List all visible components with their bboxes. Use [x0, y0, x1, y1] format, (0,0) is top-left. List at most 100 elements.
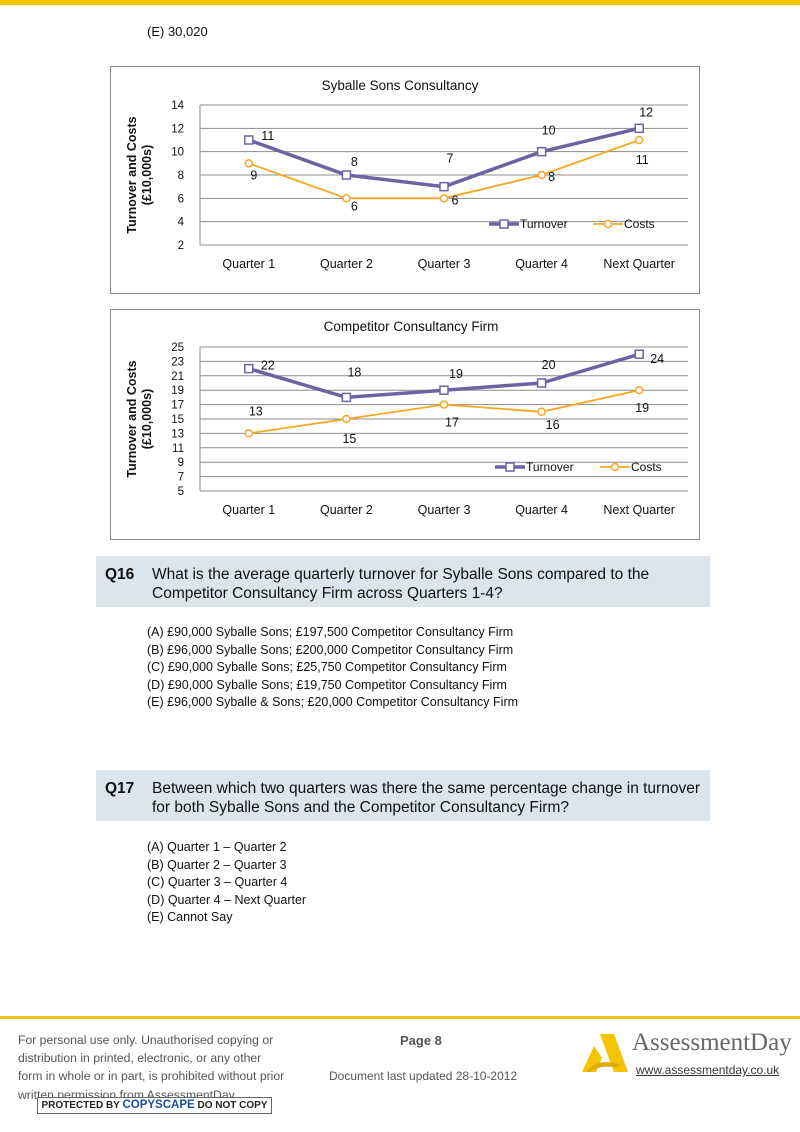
y-tick-label: 8 — [178, 170, 184, 182]
turnover-data-label: 24 — [650, 352, 664, 366]
costs-data-label: 13 — [249, 404, 263, 418]
costs-data-label: 6 — [452, 193, 459, 207]
y-axis-label: Turnover and Costs(£10,000s) — [125, 116, 154, 233]
costs-point — [537, 407, 546, 417]
answer-option[interactable]: (B) £96,000 Syballe Sons; £200,000 Compe… — [147, 642, 514, 657]
website-link[interactable]: www.assessmentday.co.uk — [636, 1063, 780, 1077]
legend-costs-label: Costs — [624, 217, 655, 231]
chart-syballe-sons: Syballe Sons Consultancy Turnover and Cos… — [110, 66, 700, 294]
costs-data-label: 17 — [445, 416, 459, 430]
legend-turnover-label: Turnover — [526, 460, 574, 474]
turnover-point — [536, 146, 547, 157]
y-tick-label: 10 — [171, 147, 184, 159]
y-tick-label: 9 — [178, 457, 184, 469]
y-tick-label: 14 — [171, 100, 184, 112]
last-updated: Document last updated 28-10-2012 — [329, 1069, 518, 1083]
legend-costs-marker — [603, 219, 613, 229]
turnover-data-label: 7 — [447, 152, 454, 166]
costs-data-label: 15 — [342, 432, 356, 446]
question-17-options: (A) Quarter 1 – Quarter 2 (B) Quarter 2 … — [147, 839, 306, 927]
brand-name: AssessmentDay — [632, 1029, 792, 1056]
costs-point — [634, 135, 644, 145]
turnover-data-label: 19 — [449, 367, 463, 381]
costs-point — [342, 414, 351, 424]
turnover-point — [634, 123, 644, 134]
x-tick-label: Quarter 3 — [418, 257, 471, 271]
question-number: Q17 — [105, 780, 135, 797]
answer-option[interactable]: (C) Quarter 3 – Quarter 4 — [147, 875, 288, 890]
legend-turnover-label: Turnover — [520, 217, 568, 231]
costs-point — [244, 159, 254, 168]
copyscape-badge[interactable]: PROTECTED BY COPYSCAPE DO NOT COPY — [37, 1097, 272, 1114]
turnover-data-label: 10 — [542, 124, 556, 138]
turnover-point — [634, 349, 644, 359]
x-tick-label: Quarter 1 — [222, 257, 275, 271]
turnover-data-label: 11 — [261, 129, 274, 143]
copyscape-post: DO NOT COPY — [197, 1100, 268, 1111]
chart-competitor-firm-svg: Competitor Consultancy Firm Turnover and … — [125, 319, 688, 517]
turnover-point — [341, 170, 352, 180]
y-tick-label: 2 — [178, 240, 184, 252]
turnover-point — [439, 385, 449, 395]
x-tick-label: Next Quarter — [603, 257, 675, 271]
x-tick-label: Quarter 3 — [418, 503, 471, 517]
turnover-data-label: 8 — [351, 155, 358, 169]
costs-point — [439, 194, 449, 203]
chart-syballe-sons-svg: Syballe Sons Consultancy Turnover and Cos… — [125, 78, 688, 271]
turnover-point — [439, 181, 449, 192]
chart-competitor-firm: Competitor Consultancy Firm Turnover and … — [110, 309, 700, 540]
page-number: Page 8 — [400, 1033, 442, 1048]
y-tick-label: 12 — [171, 123, 184, 135]
answer-option[interactable]: (A) Quarter 1 – Quarter 2 — [147, 840, 287, 854]
turnover-data-label: 18 — [347, 365, 361, 379]
answer-option[interactable]: (E) £96,000 Syballe & Sons; £20,000 Comp… — [147, 695, 519, 710]
y-tick-label: 21 — [171, 371, 184, 383]
y-tick-label: 17 — [171, 400, 184, 412]
turnover-data-label: 12 — [639, 105, 653, 119]
turnover-line — [248, 126, 640, 189]
legend-costs-label: Costs — [631, 460, 662, 474]
chart-title: Competitor Consultancy Firm — [324, 319, 499, 334]
y-tick-label: 23 — [171, 356, 184, 368]
copyright-notice: For personal use only. Unauthorised copy… — [18, 1033, 285, 1102]
costs-line — [248, 389, 640, 435]
turnover-point — [536, 378, 547, 388]
costs-data-label: 11 — [636, 153, 649, 167]
question-text: What is the average quarterly turnover f… — [152, 566, 650, 602]
y-tick-label: 5 — [178, 486, 184, 498]
x-tick-label: Quarter 4 — [515, 257, 568, 271]
x-tick-label: Quarter 1 — [222, 503, 275, 517]
costs-data-label: 8 — [548, 170, 555, 184]
answer-option[interactable]: (A) £90,000 Syballe Sons; £197,500 Compe… — [147, 625, 514, 639]
x-tick-label: Next Quarter — [603, 503, 675, 517]
costs-data-label: 16 — [546, 418, 560, 432]
answer-option[interactable]: (E) Cannot Say — [147, 910, 233, 925]
question-number: Q16 — [105, 566, 135, 583]
question-17-box: Q17 Between which two quarters was there… — [96, 770, 710, 821]
y-tick-label: 19 — [171, 385, 184, 397]
turnover-point — [244, 363, 254, 374]
y-axis-label-line: (£10,000s) — [140, 389, 154, 449]
y-tick-label: 4 — [178, 217, 185, 229]
copyscape-pre: PROTECTED BY — [41, 1100, 120, 1111]
turnover-data-label: 22 — [261, 359, 275, 373]
question-16-options: (A) £90,000 Syballe Sons; £197,500 Compe… — [147, 624, 518, 712]
legend-turnover-marker — [499, 219, 509, 229]
costs-point — [342, 194, 351, 203]
answer-option[interactable]: (C) £90,000 Syballe Sons; £25,750 Compet… — [147, 660, 507, 675]
answer-option[interactable]: (B) Quarter 2 – Quarter 3 — [147, 857, 287, 872]
question-text: Between which two quarters was there the… — [152, 780, 700, 816]
x-tick-label: Quarter 2 — [320, 503, 373, 517]
answer-option[interactable]: (D) £90,000 Syballe Sons; £19,750 Compet… — [147, 677, 507, 692]
y-tick-label: 15 — [171, 414, 184, 426]
y-tick-label: 7 — [178, 472, 184, 484]
y-axis-label-line: (£10,000s) — [140, 145, 154, 205]
costs-data-label: 6 — [351, 199, 358, 213]
previous-question-option-e: (E) 30,020 — [147, 24, 208, 39]
costs-point — [244, 429, 254, 438]
costs-point — [439, 400, 449, 409]
answer-option[interactable]: (D) Quarter 4 – Next Quarter — [147, 892, 307, 907]
costs-point — [634, 385, 644, 395]
y-axis-label-line: Turnover and Costs — [125, 116, 139, 233]
x-tick-label: Quarter 2 — [320, 257, 373, 271]
